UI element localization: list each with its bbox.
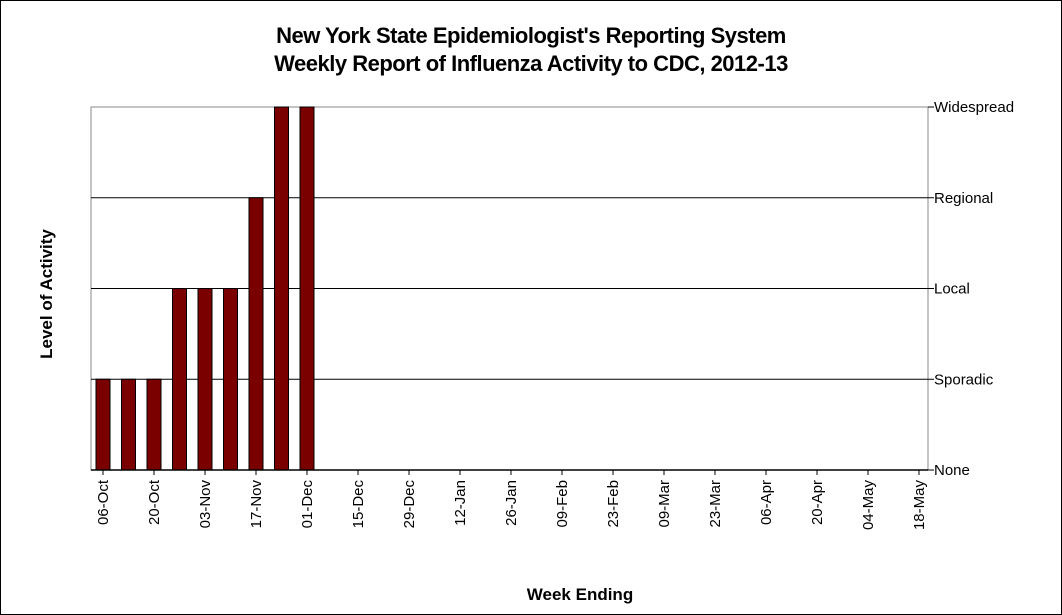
x-tick-label: 23-Mar xyxy=(707,480,724,528)
x-tick-label: 06-Apr xyxy=(758,480,775,525)
y-tick-label: Sporadic xyxy=(934,371,994,388)
y-tick-label: Widespread xyxy=(934,99,1014,116)
bar xyxy=(121,378,136,471)
plot-area: None Sporadic Local Regional Widespread 06-Oc… xyxy=(90,99,1014,531)
chart-title-block: New York State Epidemiologist's Reportin… xyxy=(0,22,1062,78)
x-axis-title: Week Ending xyxy=(527,585,633,604)
bar xyxy=(172,288,187,471)
bar xyxy=(223,288,238,471)
x-tick-label: 15-Dec xyxy=(350,480,367,529)
bar xyxy=(146,378,162,471)
x-tick-label: 17-Nov xyxy=(248,480,265,529)
bar xyxy=(299,106,315,471)
x-tick-label: 23-Feb xyxy=(605,480,622,528)
x-tick-label: 29-Dec xyxy=(401,480,418,529)
y-tick-label: None xyxy=(934,462,970,479)
x-tick-label: 09-Feb xyxy=(554,480,571,528)
x-tick-label: 09-Mar xyxy=(656,480,673,528)
bar xyxy=(248,197,264,471)
x-tick-label: 01-Dec xyxy=(299,480,316,529)
x-tick-label: 04-May xyxy=(860,480,877,531)
y-axis-title: Level of Activity xyxy=(37,229,56,359)
x-tick-label: 18-May xyxy=(911,480,928,531)
x-tick-label: 26-Jan xyxy=(503,480,520,526)
x-tick-label: 03-Nov xyxy=(197,480,214,529)
chart-subtitle: Weekly Report of Influenza Activity to C… xyxy=(274,51,788,76)
y-tick-label: Local xyxy=(934,281,970,298)
x-tick-label: 20-Apr xyxy=(809,480,826,525)
x-tick-label: 06-Oct xyxy=(95,479,112,525)
bar xyxy=(95,378,111,471)
chart-title: New York State Epidemiologist's Reportin… xyxy=(276,23,786,48)
bar xyxy=(274,106,289,471)
x-tick-label: 12-Jan xyxy=(452,480,469,526)
x-tick-label: 20-Oct xyxy=(146,479,163,525)
y-tick-label: Regional xyxy=(934,190,993,207)
bar xyxy=(197,288,213,471)
